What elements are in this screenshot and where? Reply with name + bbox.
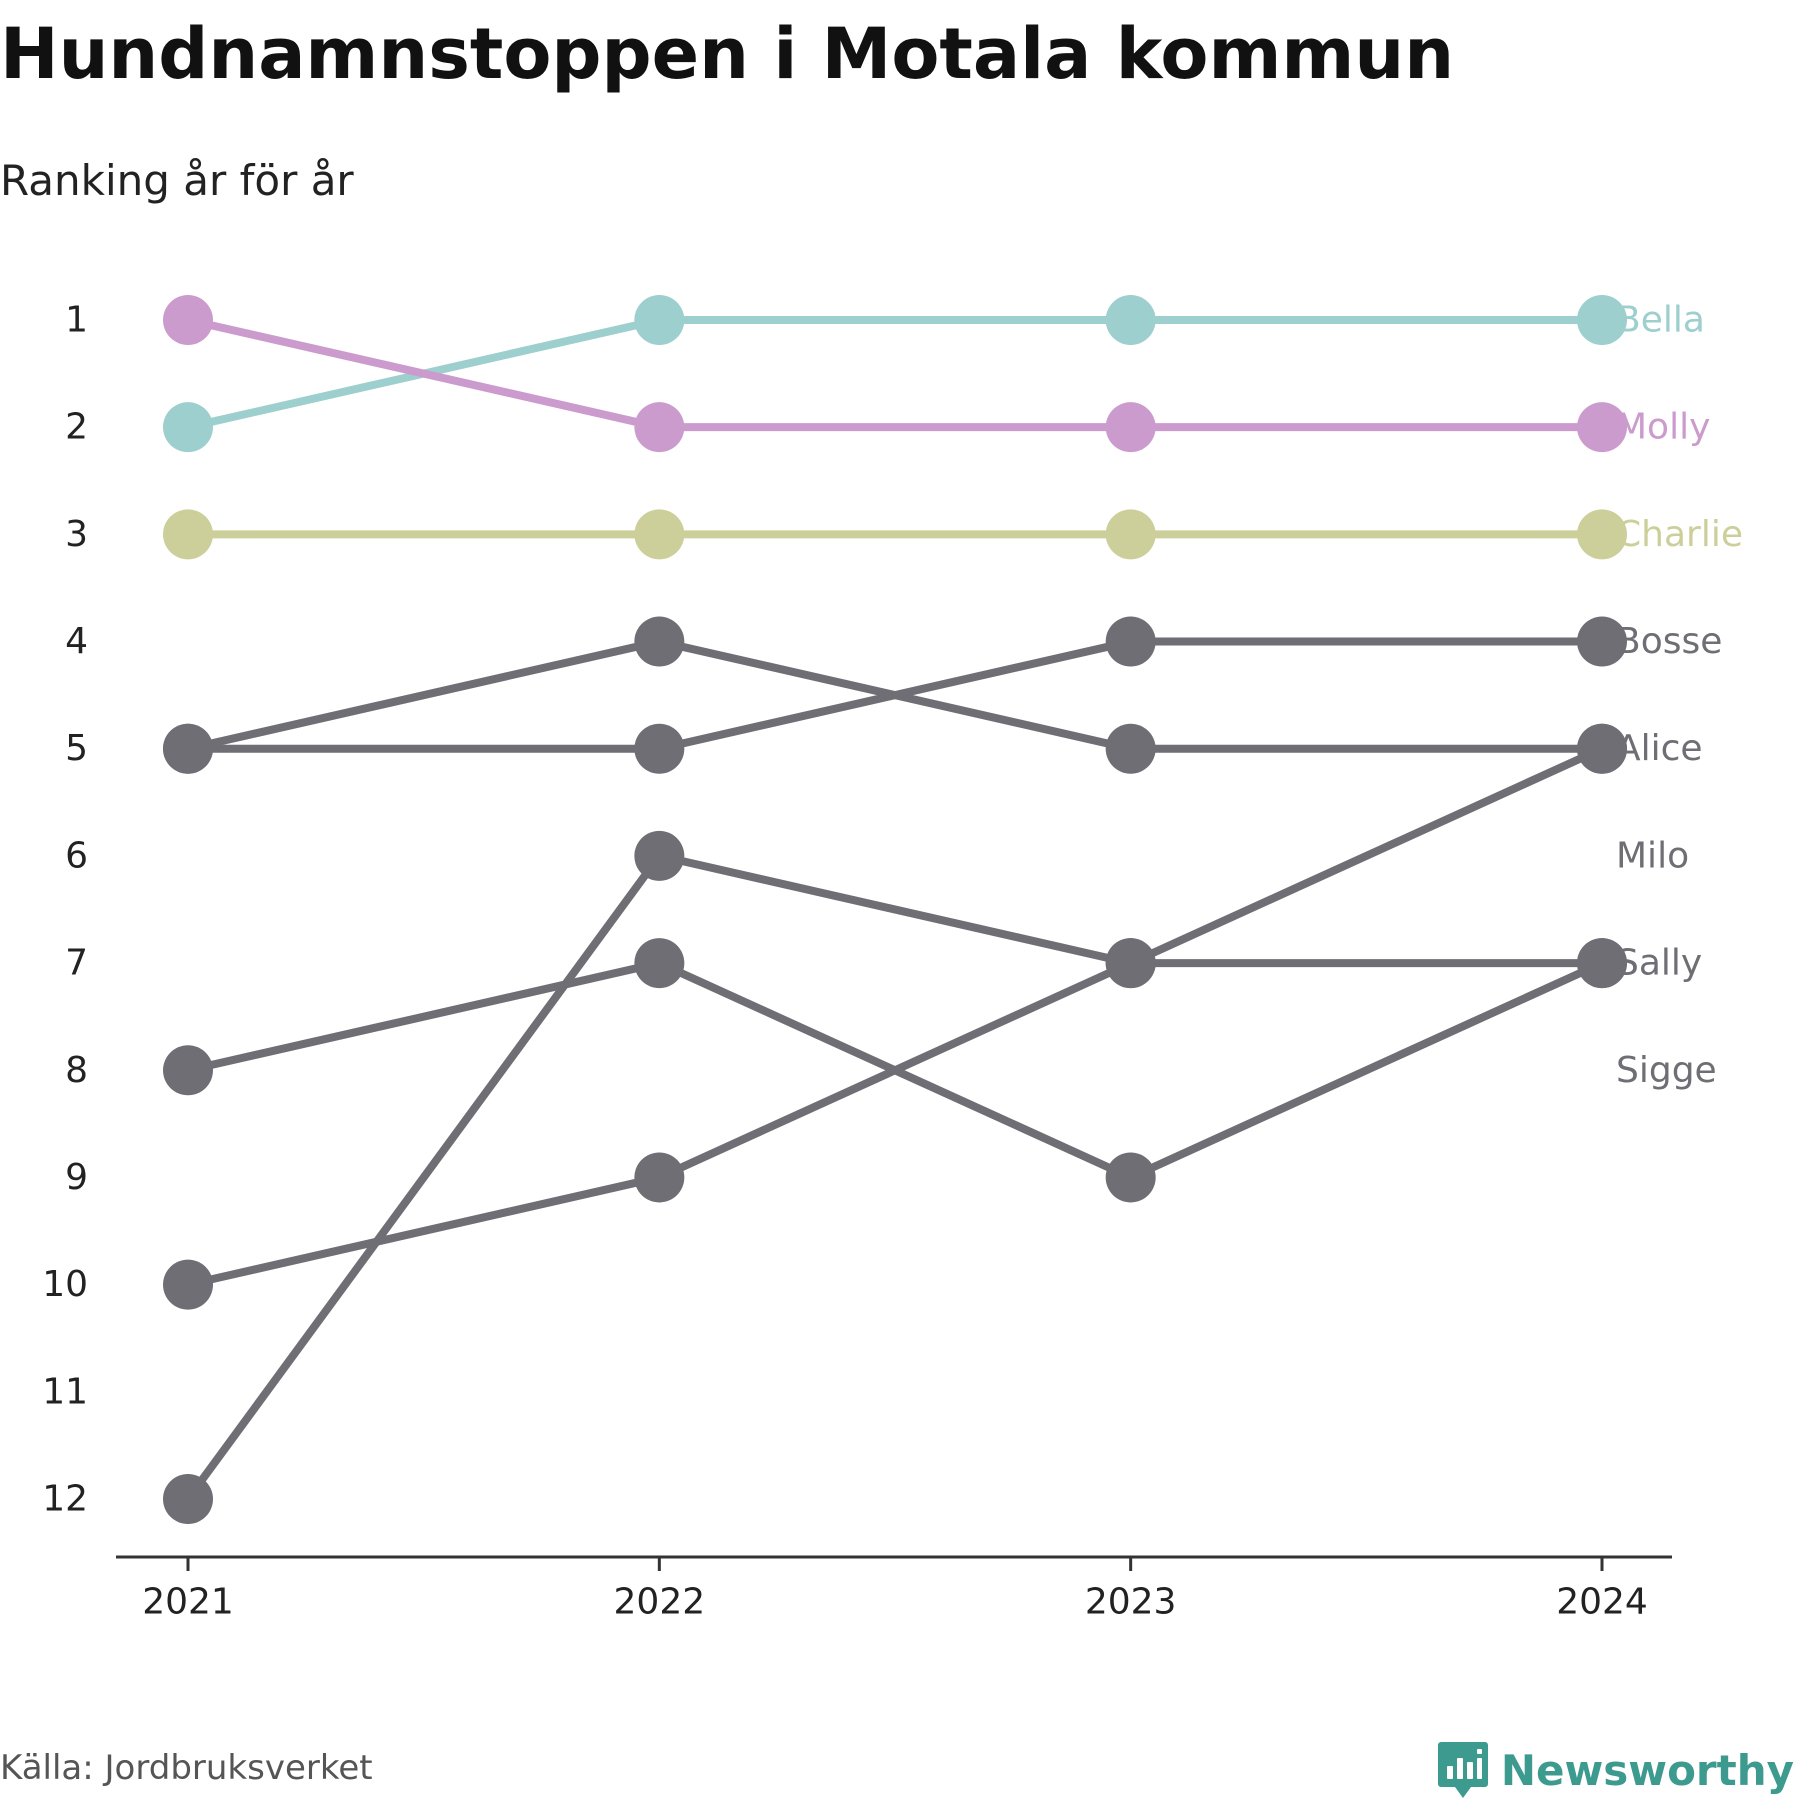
y-tick-label: 10 [42, 1264, 88, 1305]
series-line-sally [184, 851, 1606, 1503]
y-tick-label: 2 [65, 407, 88, 448]
data-point-bella [1577, 295, 1627, 345]
data-point-molly [1105, 402, 1156, 453]
data-point-sigge [1577, 938, 1627, 989]
series-label-molly: Molly [1616, 407, 1710, 448]
data-point-bella [163, 402, 213, 453]
y-tick-label: 7 [65, 943, 88, 984]
data-point-alice [1105, 723, 1156, 774]
y-tick-label: 11 [42, 1371, 88, 1412]
series-label-charlie: Charlie [1616, 514, 1743, 555]
y-tick-label: 8 [65, 1050, 88, 1091]
y-tick-label: 5 [65, 728, 88, 769]
data-point-bosse [1577, 616, 1627, 667]
data-point-sally [1105, 938, 1156, 989]
series-label-bosse: Bosse [1616, 621, 1722, 662]
y-tick-label: 12 [42, 1479, 88, 1520]
data-point-milo [634, 1152, 685, 1203]
series-labels: Bella Molly Charlie Bosse Alice Milo Sally Sigg… [1616, 300, 1743, 1091]
y-tick-label: 4 [65, 621, 88, 662]
y-tick-label: 3 [65, 514, 88, 555]
series-points [163, 295, 1627, 1524]
data-point-bosse [1105, 616, 1156, 667]
series-label-milo: Milo [1616, 835, 1689, 876]
data-point-bella [1105, 295, 1156, 345]
x-tick-label: 2023 [1085, 1582, 1177, 1623]
series-label-sally: Sally [1616, 943, 1702, 984]
data-point-sigge [634, 938, 685, 989]
y-tick-label: 6 [65, 835, 88, 876]
x-tick-label: 2022 [614, 1582, 706, 1623]
data-point-charlie [163, 509, 213, 560]
series-label-sigge: Sigge [1616, 1050, 1717, 1091]
series-line-alice [184, 637, 1606, 753]
data-point-sally [163, 1474, 213, 1524]
newsworthy-logo-icon [1437, 1742, 1488, 1798]
data-point-alice [163, 723, 213, 774]
series-label-alice: Alice [1616, 728, 1703, 769]
y-tick-label: 9 [65, 1157, 88, 1198]
data-point-milo [163, 1259, 213, 1310]
data-point-molly [634, 402, 685, 453]
data-point-alice [634, 616, 685, 667]
data-point-bosse [634, 723, 685, 774]
data-point-molly [163, 295, 213, 345]
series-line-bella [184, 316, 1606, 432]
x-axis: 2021 2022 2023 2024 [116, 1555, 1672, 1623]
source-note: Källa: Jordbruksverket [0, 1748, 373, 1788]
series-line-molly [184, 316, 1606, 432]
data-point-sigge [163, 1045, 213, 1096]
data-point-bella [634, 295, 685, 345]
brand-name: Newsworthy [1500, 1745, 1794, 1795]
series-label-bella: Bella [1616, 300, 1705, 341]
data-point-charlie [634, 509, 685, 560]
x-tick-label: 2021 [142, 1582, 234, 1623]
data-point-molly [1577, 402, 1627, 453]
data-point-sally [634, 830, 685, 881]
x-tick-label: 2024 [1556, 1582, 1648, 1623]
data-point-charlie [1577, 509, 1627, 560]
data-point-milo [1577, 723, 1627, 774]
y-tick-label: 1 [65, 300, 88, 341]
brand-logo: Newsworthy [1437, 1740, 1794, 1800]
series-lines [184, 316, 1606, 1503]
data-point-charlie [1105, 509, 1156, 560]
data-point-sigge [1105, 1152, 1156, 1203]
series-line-sigge [184, 959, 1606, 1182]
chart-subtitle: Ranking år för år [0, 156, 354, 205]
chart-title: Hundnamnstoppen i Motala kommun [0, 13, 1455, 95]
